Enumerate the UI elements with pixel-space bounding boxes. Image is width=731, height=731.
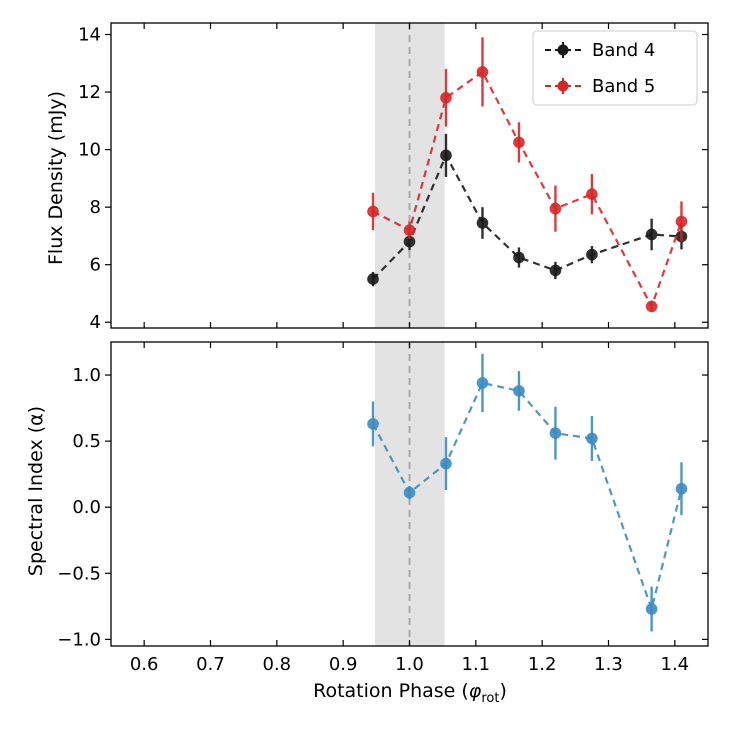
spectral-index-point: [476, 377, 489, 389]
x-axis-label-close: ): [499, 680, 506, 702]
band-5-point: [476, 66, 489, 78]
x-tick-label: 0.7: [196, 654, 225, 675]
legend: Band 4 Band 5: [532, 30, 698, 106]
x-tick-label: 0.8: [263, 654, 292, 675]
legend-band4-marker: [557, 44, 569, 56]
spectral-index-point: [403, 486, 416, 499]
band-4-point: [476, 217, 489, 229]
legend-band5-label: Band 5: [592, 76, 655, 97]
x-tick-label: 1.2: [528, 654, 557, 675]
band-4-point: [586, 248, 598, 261]
y-tick-label: −0.5: [57, 563, 101, 584]
spectral-index-point: [675, 482, 688, 495]
x-tick-label: 1.1: [462, 654, 491, 675]
band-4-point: [645, 228, 658, 241]
band-5-point: [513, 136, 525, 149]
band-5-point: [367, 205, 379, 218]
shaded-phase-region: [375, 23, 445, 328]
band-4-point: [367, 273, 379, 285]
bottom-y-axis-label: Spectral Index (α): [25, 406, 47, 576]
flux-density-panel: 4 6 8 10 12 14 Flux Density (mJy) Band 4 Band…: [45, 22, 709, 333]
spectral-index-point: [367, 418, 379, 430]
x-tick-label: 1.0: [395, 654, 424, 675]
y-tick-label: 10: [78, 140, 101, 161]
x-tick-label: 0.6: [130, 654, 159, 675]
top-y-axis-label: Flux Density (mJy): [45, 91, 67, 265]
y-tick-label: −1.0: [57, 629, 101, 650]
x-axis-label-phi: φ: [469, 680, 482, 702]
spectral-index-point: [513, 385, 525, 397]
band-5-point: [403, 224, 416, 236]
x-axis-label-sub: rot: [481, 691, 499, 706]
legend-frame: [532, 30, 698, 106]
band-4-point: [440, 149, 452, 162]
band-5-point: [675, 215, 688, 228]
x-tick-label: 1.3: [594, 654, 623, 675]
band-5-point: [645, 300, 658, 313]
x-axis-label: Rotation Phase (φrot): [313, 680, 507, 706]
x-axis-label-main: Rotation Phase (: [313, 680, 469, 702]
y-tick-label: 14: [78, 25, 101, 46]
spectral-index-point: [586, 432, 598, 445]
y-tick-label: 12: [78, 82, 101, 103]
spectral-index-point: [440, 457, 452, 470]
band-4-point: [403, 235, 416, 248]
y-tick-label: 6: [90, 255, 101, 276]
y-tick-label: 4: [90, 312, 101, 333]
x-tick-label: 0.9: [329, 654, 358, 675]
band-5-point: [549, 202, 562, 215]
y-tick-label: 0.5: [72, 431, 101, 452]
spectral-index-panel: −1.0 −0.5 0.0 0.5 1.0 0.6 0.7 0.8 0.9 1.0 1.1 1.2 1…: [25, 341, 709, 706]
band-4-point: [513, 251, 525, 264]
y-tick-label: 0.0: [72, 497, 101, 518]
y-tick-label: 8: [90, 197, 101, 218]
band-5-point: [586, 188, 598, 201]
y-tick-label: 1.0: [72, 365, 101, 386]
legend-band5-marker: [557, 80, 569, 92]
band-5-point: [440, 92, 452, 104]
legend-band4-label: Band 4: [592, 40, 655, 61]
spectral-index-point: [549, 427, 562, 440]
spectral-index-point: [645, 603, 658, 615]
band-4-point: [549, 264, 562, 277]
x-tick-label: 1.4: [661, 654, 690, 675]
